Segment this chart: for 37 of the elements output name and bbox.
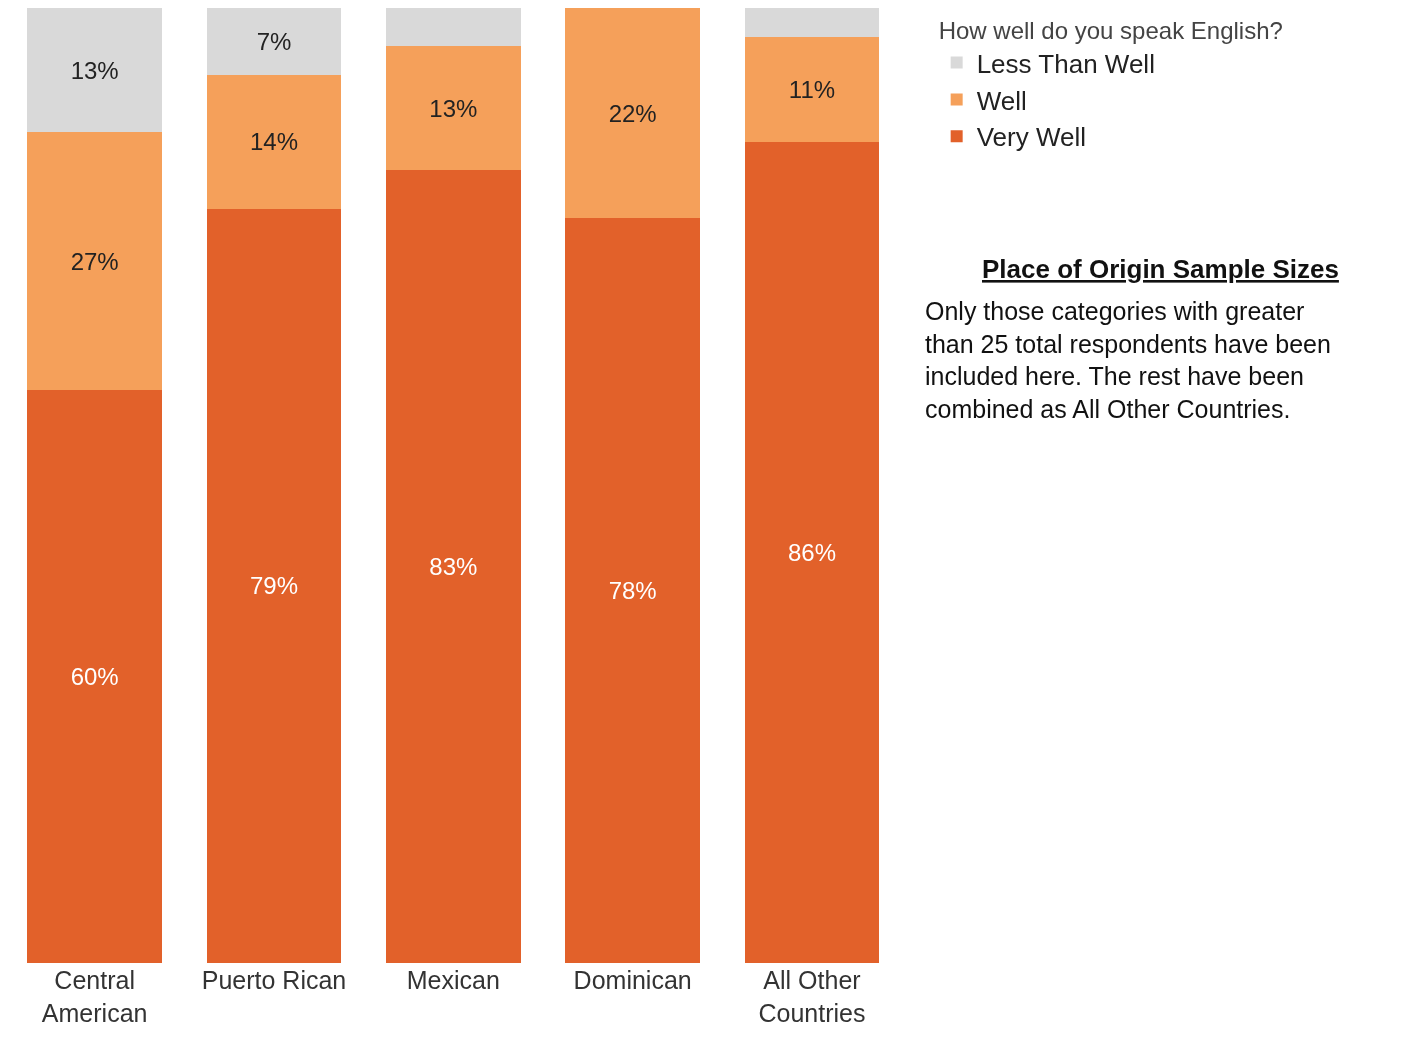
legend-title: How well do you speak English?: [938, 17, 1283, 45]
x-tick-label: All Other Countries: [758, 966, 866, 1027]
data-label: 13%: [429, 94, 478, 122]
bar: [206, 8, 342, 75]
bar: [206, 208, 342, 963]
bar: [744, 8, 880, 37]
bar: [386, 170, 521, 963]
legend-label: Well: [976, 85, 1027, 116]
data-label: 27%: [70, 247, 119, 275]
text: Place of Origin Sample Sizes: [982, 254, 1339, 284]
text: Only those categories with greater than 25 total respondents have been included here. The rest have been combined as All Other Countries.: [925, 297, 1331, 423]
bar: [27, 132, 162, 390]
data-label: 79%: [249, 572, 299, 600]
data-label: 60%: [70, 663, 119, 690]
data-label: 7%: [256, 27, 292, 55]
x-tick-label: Central American: [41, 966, 148, 1027]
x-tick-label: Mexican: [406, 966, 500, 994]
legend-label: Very Well: [976, 122, 1087, 153]
data-label: 86%: [787, 538, 836, 566]
bar: [386, 46, 521, 171]
bar: [744, 36, 880, 142]
data-label: 83%: [429, 553, 478, 581]
bar: [27, 8, 162, 133]
bar: [206, 74, 342, 209]
data-label: 78%: [608, 577, 657, 605]
data-label: 22%: [608, 99, 657, 127]
data-label: 11%: [788, 75, 836, 103]
legend-label: Less Than Well: [976, 48, 1155, 79]
bar: [744, 141, 880, 963]
x-tick-label: Dominican: [573, 966, 692, 994]
bar: [386, 8, 521, 47]
bar: [565, 218, 700, 963]
data-label: 14%: [249, 128, 299, 156]
bar: [27, 390, 162, 963]
x-tick-label: Puerto Rican: [201, 966, 347, 994]
bar: [565, 8, 700, 219]
data-label: 13%: [70, 56, 119, 84]
